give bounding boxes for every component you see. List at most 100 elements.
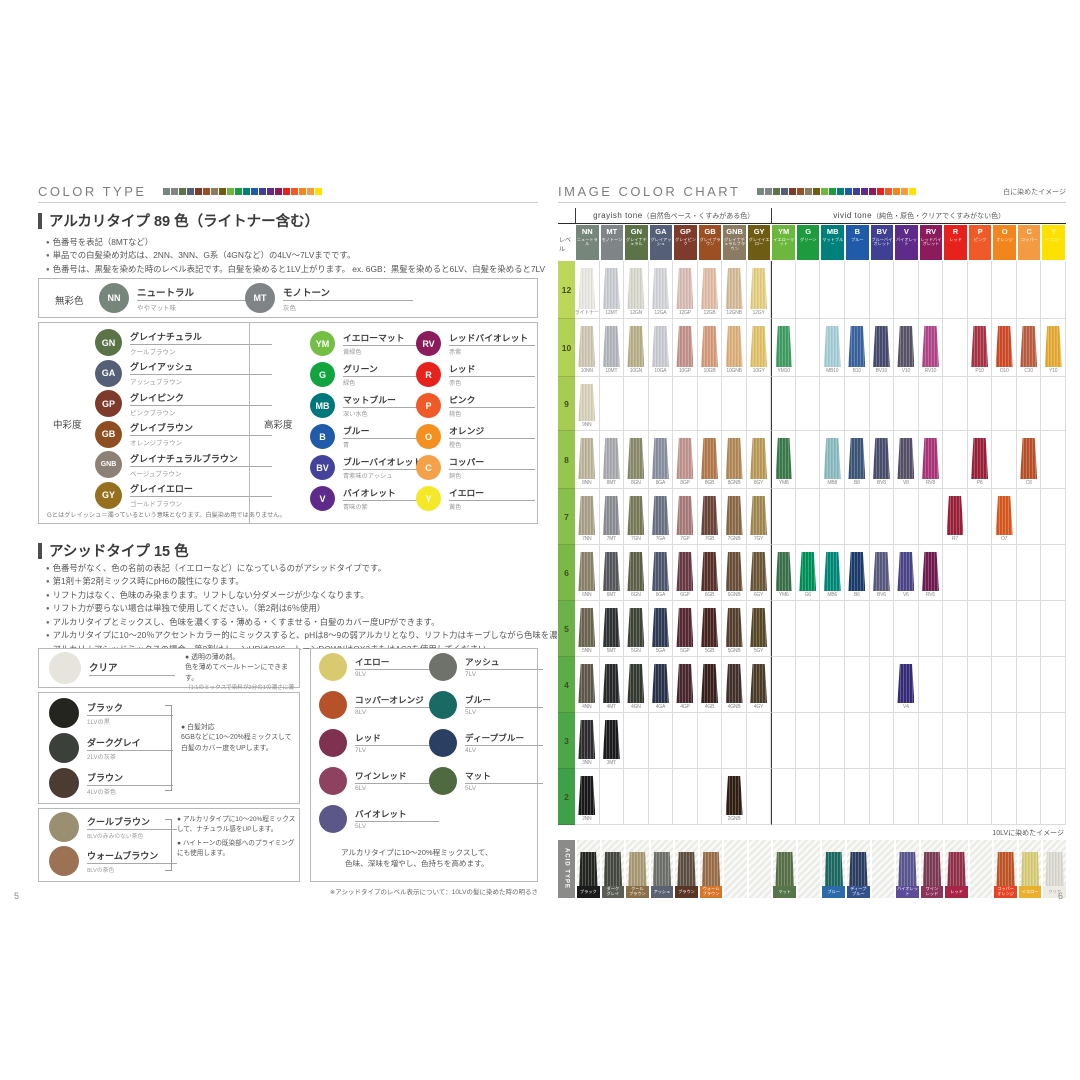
chart-cell-12-MT: 12MT — [599, 261, 625, 319]
swatch-label: 7MT — [606, 536, 617, 542]
chart-cell-5-GN: 5GN — [624, 601, 649, 657]
color-desc: クールブラウン — [130, 348, 176, 356]
palette-square — [243, 188, 251, 195]
color-name: レッド — [449, 362, 535, 377]
color-name: グリーン — [343, 362, 429, 377]
swatch-label: 6GNB — [727, 592, 741, 598]
swatch-label: V8 — [903, 480, 909, 486]
alkaline-section-heading: アルカリタイプ 89 色（ライトナー含む） — [38, 210, 319, 231]
color-name: アッシュ — [465, 656, 543, 670]
chart-cell-3-MB — [820, 713, 846, 769]
hair-swatch — [701, 552, 718, 591]
chart-cell-6-GB: 6GB — [697, 545, 723, 601]
clear-box: クリア ● 透明の薄め剤。 色を薄めてベールトーンにできます。 （1:1のミックスで染… — [38, 648, 300, 699]
column-name: レッドバイオレット — [920, 236, 942, 247]
hair-swatch — [676, 268, 694, 309]
chart-cell-7-NN: 7NN — [575, 489, 600, 545]
hair-swatch — [995, 326, 1013, 367]
bullet-line: ● 色番号は、黒髪を染めた時のレベル表記です。白髪を染めると1LV上がります。 e… — [46, 263, 546, 274]
palette-square — [804, 188, 812, 195]
chart-cell-10-YM: YM10 — [771, 319, 796, 377]
chart-cell-5-B — [845, 601, 870, 657]
chart-cell-2-NN: 2NN — [575, 769, 600, 825]
color-desc: 5LV — [355, 823, 367, 830]
color-name: グレイアッシュ — [130, 360, 272, 375]
chart-cell-6-MT: 6MT — [599, 545, 625, 601]
hair-swatch — [627, 664, 645, 703]
acid-colors-box: イエロー 9LV コッパーオレンジ 8LV レッド 7LV ワインレッド 6LV バイオレット 5… — [310, 648, 543, 882]
palette-square — [892, 188, 900, 195]
chart-cell-8-O — [992, 431, 1017, 489]
hair-swatch — [725, 664, 743, 703]
hair-swatch — [676, 438, 694, 479]
chart-cell-10-C: C10 — [1016, 319, 1042, 377]
swatch-label: 5GN — [631, 648, 641, 654]
color-name: ディープブルー — [465, 732, 543, 746]
bullet-dot: ● — [46, 566, 50, 572]
column-code: GNB — [726, 227, 743, 236]
hair-swatch — [725, 268, 743, 309]
swatch-label: 4GA — [655, 704, 666, 710]
column-header-C: C コッパー — [1016, 224, 1042, 261]
note-line: 色味、深味を増やし、色持ちを高めます。 — [345, 859, 489, 869]
palette-square — [179, 188, 187, 195]
color-desc: 4LVの茶色 — [87, 788, 117, 796]
chart-cell-5-NN: 5NN — [575, 601, 600, 657]
chart-cell-9-BV — [869, 377, 895, 431]
color-desc: 青味の紫 — [343, 504, 368, 511]
chart-cell-8-R — [943, 431, 968, 489]
color-swatch-circle — [49, 652, 81, 684]
swatch-label: 6NN — [582, 592, 592, 598]
bullet-dot: ● — [46, 579, 50, 586]
chart-cell-2-GNB: 2GNB — [722, 769, 747, 825]
column-header-RV: RV レッドバイオレット — [918, 224, 944, 261]
chart-cell-2-GY — [746, 769, 772, 825]
achromatic-box: 無彩色 NN ニュートラル ややマット味 MT モノトーン 灰色 — [38, 278, 538, 318]
alkaline-heading-text: アルカリタイプ 89 色（ライトナー含む） — [49, 214, 320, 230]
acid-section-heading: アシッドタイプ 15 色 — [38, 540, 189, 561]
chart-cell-2-Y — [1041, 769, 1066, 825]
hair-swatch — [1044, 326, 1062, 367]
column-code: GB — [704, 227, 716, 236]
chart-cell-5-O — [992, 601, 1017, 657]
color-entry: G グリーン 緑色 — [310, 362, 429, 387]
level-cell: 6 — [558, 545, 575, 601]
bullet-line: ● 単品での白髪染め対応は、2NN、3NN、G系（4GNなど）の4LV～7LVまで… — [46, 250, 356, 261]
hair-swatch — [627, 496, 645, 535]
chart-cell-7-GN: 7GN — [624, 489, 649, 545]
chart-cell-3-GA — [648, 713, 674, 769]
color-swatch-circle: GP — [95, 390, 122, 417]
palette-square — [828, 188, 836, 195]
hair-swatch — [725, 552, 743, 591]
color-swatch-circle: C — [416, 455, 441, 480]
chart-cell-5-YM — [771, 601, 796, 657]
column-header-MB: MB マットブルー — [820, 224, 846, 261]
color-swatch-circle — [429, 767, 457, 795]
page-number-right: 6 — [1058, 891, 1064, 901]
chart-cell-3-G — [795, 713, 821, 769]
chart-cell-4-YM — [771, 657, 796, 713]
bullet-line: ● 色番号がなく、色の名前の表記（イエローなど）になっているのがアシッドタイプです… — [46, 563, 386, 573]
column-header-R: R レッド — [943, 224, 968, 261]
note-line: アルカリタイプに10～20%程ミックスして、 — [341, 848, 493, 857]
chart-cell-8-GNB: 8GNB — [722, 431, 747, 489]
color-name: グレイイエロー — [130, 482, 272, 497]
acid-band-cell-P — [967, 840, 993, 898]
swatch-label: 8NN — [582, 480, 592, 486]
page-image-color-chart: IMAGE COLOR CHART 白に染めたイメージ grayish tone… — [558, 184, 1066, 900]
palette-square — [876, 188, 884, 195]
color-entry: MT モノトーン 灰色 — [245, 283, 413, 313]
chart-cell-4-G — [795, 657, 821, 713]
acid-swatch-label: レッド — [945, 886, 968, 898]
chart-cell-5-MT: 5MT — [599, 601, 625, 657]
acid-swatch-label: コッパー オレンジ — [994, 886, 1017, 898]
chart-cell-10-MT: 10MT — [599, 319, 625, 377]
chart-cell-4-GY: 4GY — [746, 657, 772, 713]
column-header-BV: BV ブルーバイオレット — [869, 224, 895, 261]
swatch-label: BV10 — [875, 368, 888, 374]
hair-swatch — [701, 268, 718, 309]
acid-band-cell-G — [795, 840, 821, 898]
acid-swatch-label: イエロー — [1018, 886, 1042, 898]
color-entry: R レッド 赤色 — [416, 362, 535, 387]
color-swatch-circle: B — [310, 424, 335, 449]
